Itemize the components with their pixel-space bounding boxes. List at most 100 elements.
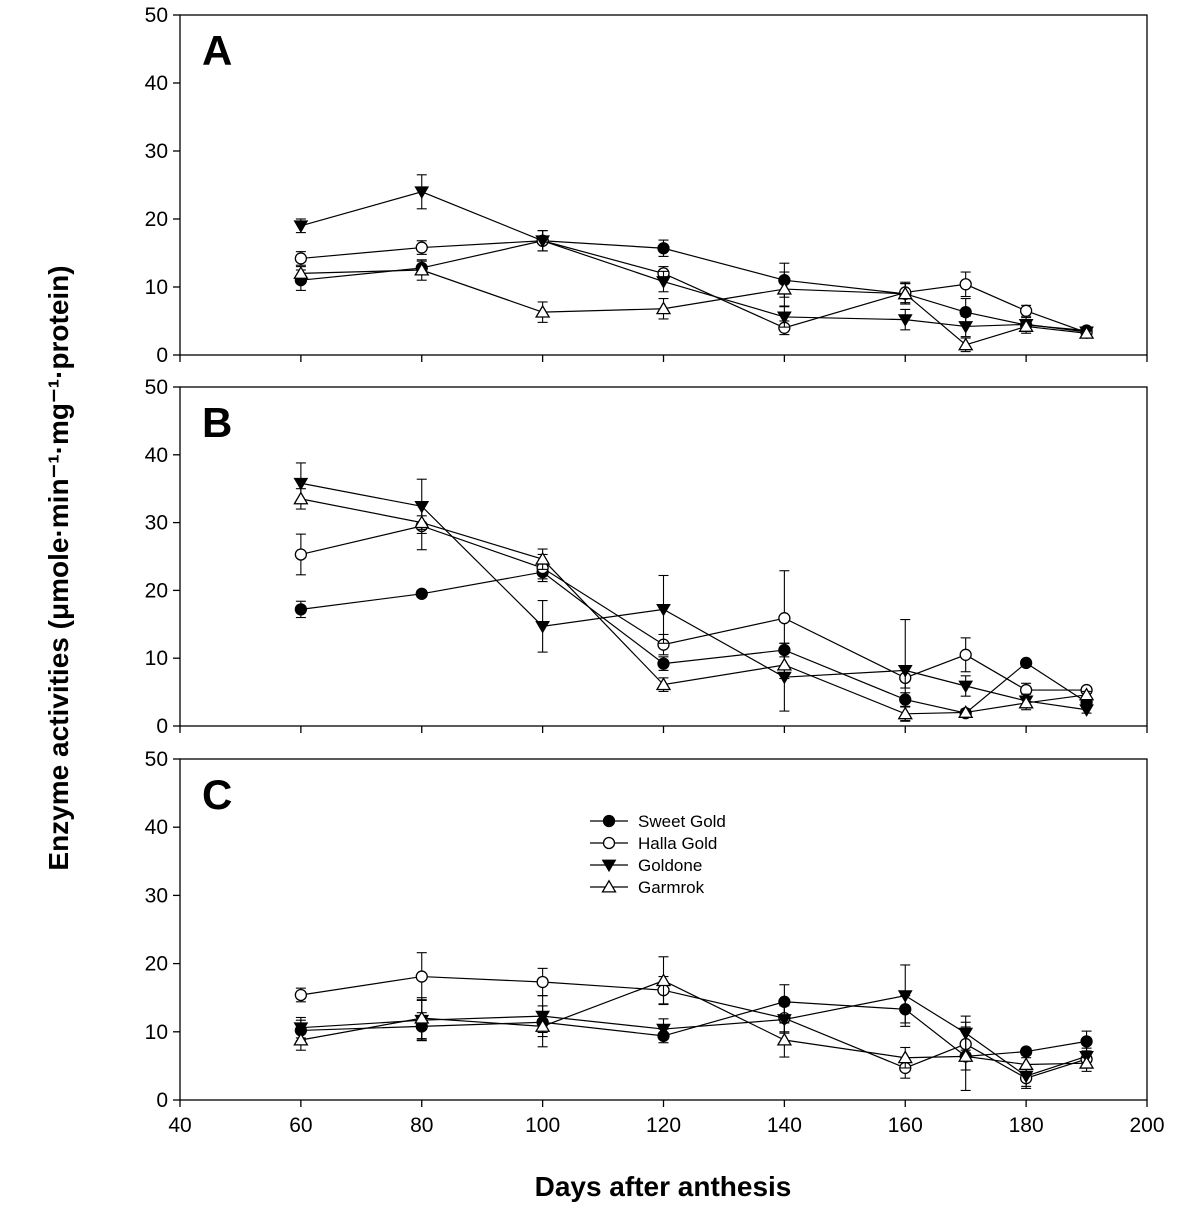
y-tick-label: 30 (145, 512, 168, 535)
data-point (777, 311, 792, 325)
legend-marker (602, 814, 616, 828)
series-garmrok (293, 956, 1095, 1092)
y-tick-label: 40 (145, 816, 168, 839)
data-point (1019, 304, 1033, 317)
x-tick-label: 60 (289, 1114, 312, 1137)
data-point (535, 235, 550, 248)
data-point (414, 186, 430, 199)
data-point (1018, 695, 1034, 709)
y-tick-label: 30 (145, 884, 168, 907)
data-point (655, 301, 672, 315)
legend-entry-halla-gold: Halla Gold (590, 834, 717, 853)
panel-a: 0 10 20 30 40 50 A (145, 4, 1148, 367)
data-point (293, 1032, 309, 1046)
plot-frame (179, 758, 1148, 1101)
legend: Sweet Gold Halla Gold Goldone Garmrok (590, 812, 726, 897)
data-point (293, 491, 309, 505)
series-sweet-gold (294, 230, 1093, 337)
panel-label: B (202, 399, 232, 446)
y-tick-label: 50 (145, 376, 168, 399)
panel-label: C (202, 771, 232, 818)
y-tick-label: 10 (145, 647, 168, 670)
legend-entry-goldone: Goldone (590, 856, 702, 875)
data-point (294, 548, 308, 561)
panel-b: 0 10 20 30 40 50 B (145, 376, 1148, 738)
data-point (1019, 1045, 1033, 1058)
data-point (534, 1018, 551, 1032)
data-point (534, 551, 551, 565)
data-point (958, 680, 974, 694)
data-point (415, 970, 428, 983)
legend-marker (602, 836, 616, 850)
series-halla-gold (294, 230, 1093, 339)
series-garmrok (293, 259, 1095, 353)
data-point (777, 1014, 792, 1027)
data-point (293, 220, 309, 233)
legend-label: Sweet Gold (638, 812, 726, 831)
x-tick-label: 80 (410, 1114, 433, 1137)
x-tick-label: 120 (646, 1114, 681, 1137)
series-line (300, 525, 1087, 691)
panel-label: A (202, 27, 232, 74)
y-axis-title: Enzyme activities (μmole·min⁻¹·mg⁻¹·prot… (43, 265, 74, 870)
legend-label: Halla Gold (638, 834, 717, 853)
data-point (1078, 687, 1095, 701)
panels-layer: 0 10 20 30 40 50 A 0 10 20 30 40 50 B 0 10 20 30 40 50 40 60 8… (145, 4, 1165, 1137)
series-halla-gold (294, 501, 1093, 698)
data-point (897, 286, 913, 300)
data-point (656, 276, 671, 289)
data-point (776, 1032, 793, 1046)
data-point (293, 1022, 309, 1035)
data-point (294, 252, 308, 265)
y-tick-label: 20 (145, 579, 168, 602)
legend-label: Garmrok (638, 878, 705, 897)
y-tick-label: 0 (156, 344, 168, 367)
x-tick-label: 40 (168, 1114, 191, 1137)
data-point (897, 1050, 913, 1064)
data-point (414, 1010, 430, 1024)
data-point (897, 706, 913, 720)
data-point (958, 337, 974, 351)
data-point (534, 304, 551, 318)
x-axis-title: Days after anthesis (535, 1171, 792, 1202)
panel-c: 0 10 20 30 40 50 40 60 80 100 120 140 160 180 200 C Swee… (145, 748, 1165, 1137)
y-tick-label: 10 (145, 1021, 168, 1044)
data-point (897, 665, 913, 678)
data-point (958, 704, 974, 718)
series-garmrok (293, 488, 1095, 722)
y-tick-label: 50 (145, 4, 168, 27)
data-point (414, 262, 430, 276)
x-tick-label: 140 (767, 1114, 802, 1137)
data-point (959, 278, 972, 291)
data-point (655, 677, 672, 691)
y-tick-label: 0 (156, 715, 168, 738)
data-point (414, 500, 430, 514)
data-point (776, 657, 793, 671)
data-point (897, 990, 913, 1003)
y-tick-label: 20 (145, 208, 168, 231)
data-point (415, 241, 428, 254)
y-tick-label: 0 (156, 1089, 168, 1112)
y-tick-label: 40 (145, 444, 168, 467)
x-tick-label: 180 (1009, 1114, 1044, 1137)
data-point (656, 604, 671, 617)
data-point (776, 281, 793, 295)
legend-label: Goldone (638, 856, 702, 875)
y-tick-label: 50 (145, 748, 168, 771)
data-point (415, 587, 428, 600)
series-goldone (293, 462, 1094, 722)
data-point (1019, 656, 1033, 670)
y-tick-label: 40 (145, 72, 168, 95)
data-point (1080, 1035, 1093, 1048)
series-line (300, 995, 1087, 1077)
data-point (294, 988, 308, 1002)
data-point (897, 314, 913, 327)
data-point (958, 1048, 974, 1062)
data-point (293, 477, 309, 491)
series-sweet-gold (294, 564, 1093, 720)
legend-entry-sweet-gold: Sweet Gold (590, 812, 726, 831)
y-tick-label: 10 (145, 276, 168, 299)
data-point (656, 1023, 671, 1037)
data-point (959, 648, 972, 661)
x-tick-label: 100 (525, 1114, 560, 1137)
